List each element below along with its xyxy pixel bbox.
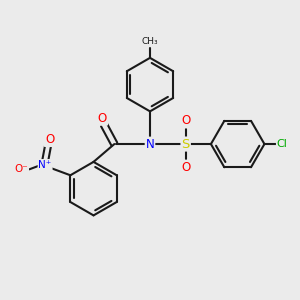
Text: O⁻: O⁻ [14, 164, 28, 174]
Text: O: O [181, 114, 190, 128]
Text: O: O [45, 133, 54, 146]
Text: CH₃: CH₃ [142, 37, 158, 46]
Text: Cl: Cl [277, 139, 288, 149]
Text: O: O [181, 161, 190, 174]
Text: S: S [182, 138, 190, 151]
Text: O: O [98, 112, 107, 125]
Text: N⁺: N⁺ [38, 160, 52, 170]
Text: N: N [146, 138, 154, 151]
